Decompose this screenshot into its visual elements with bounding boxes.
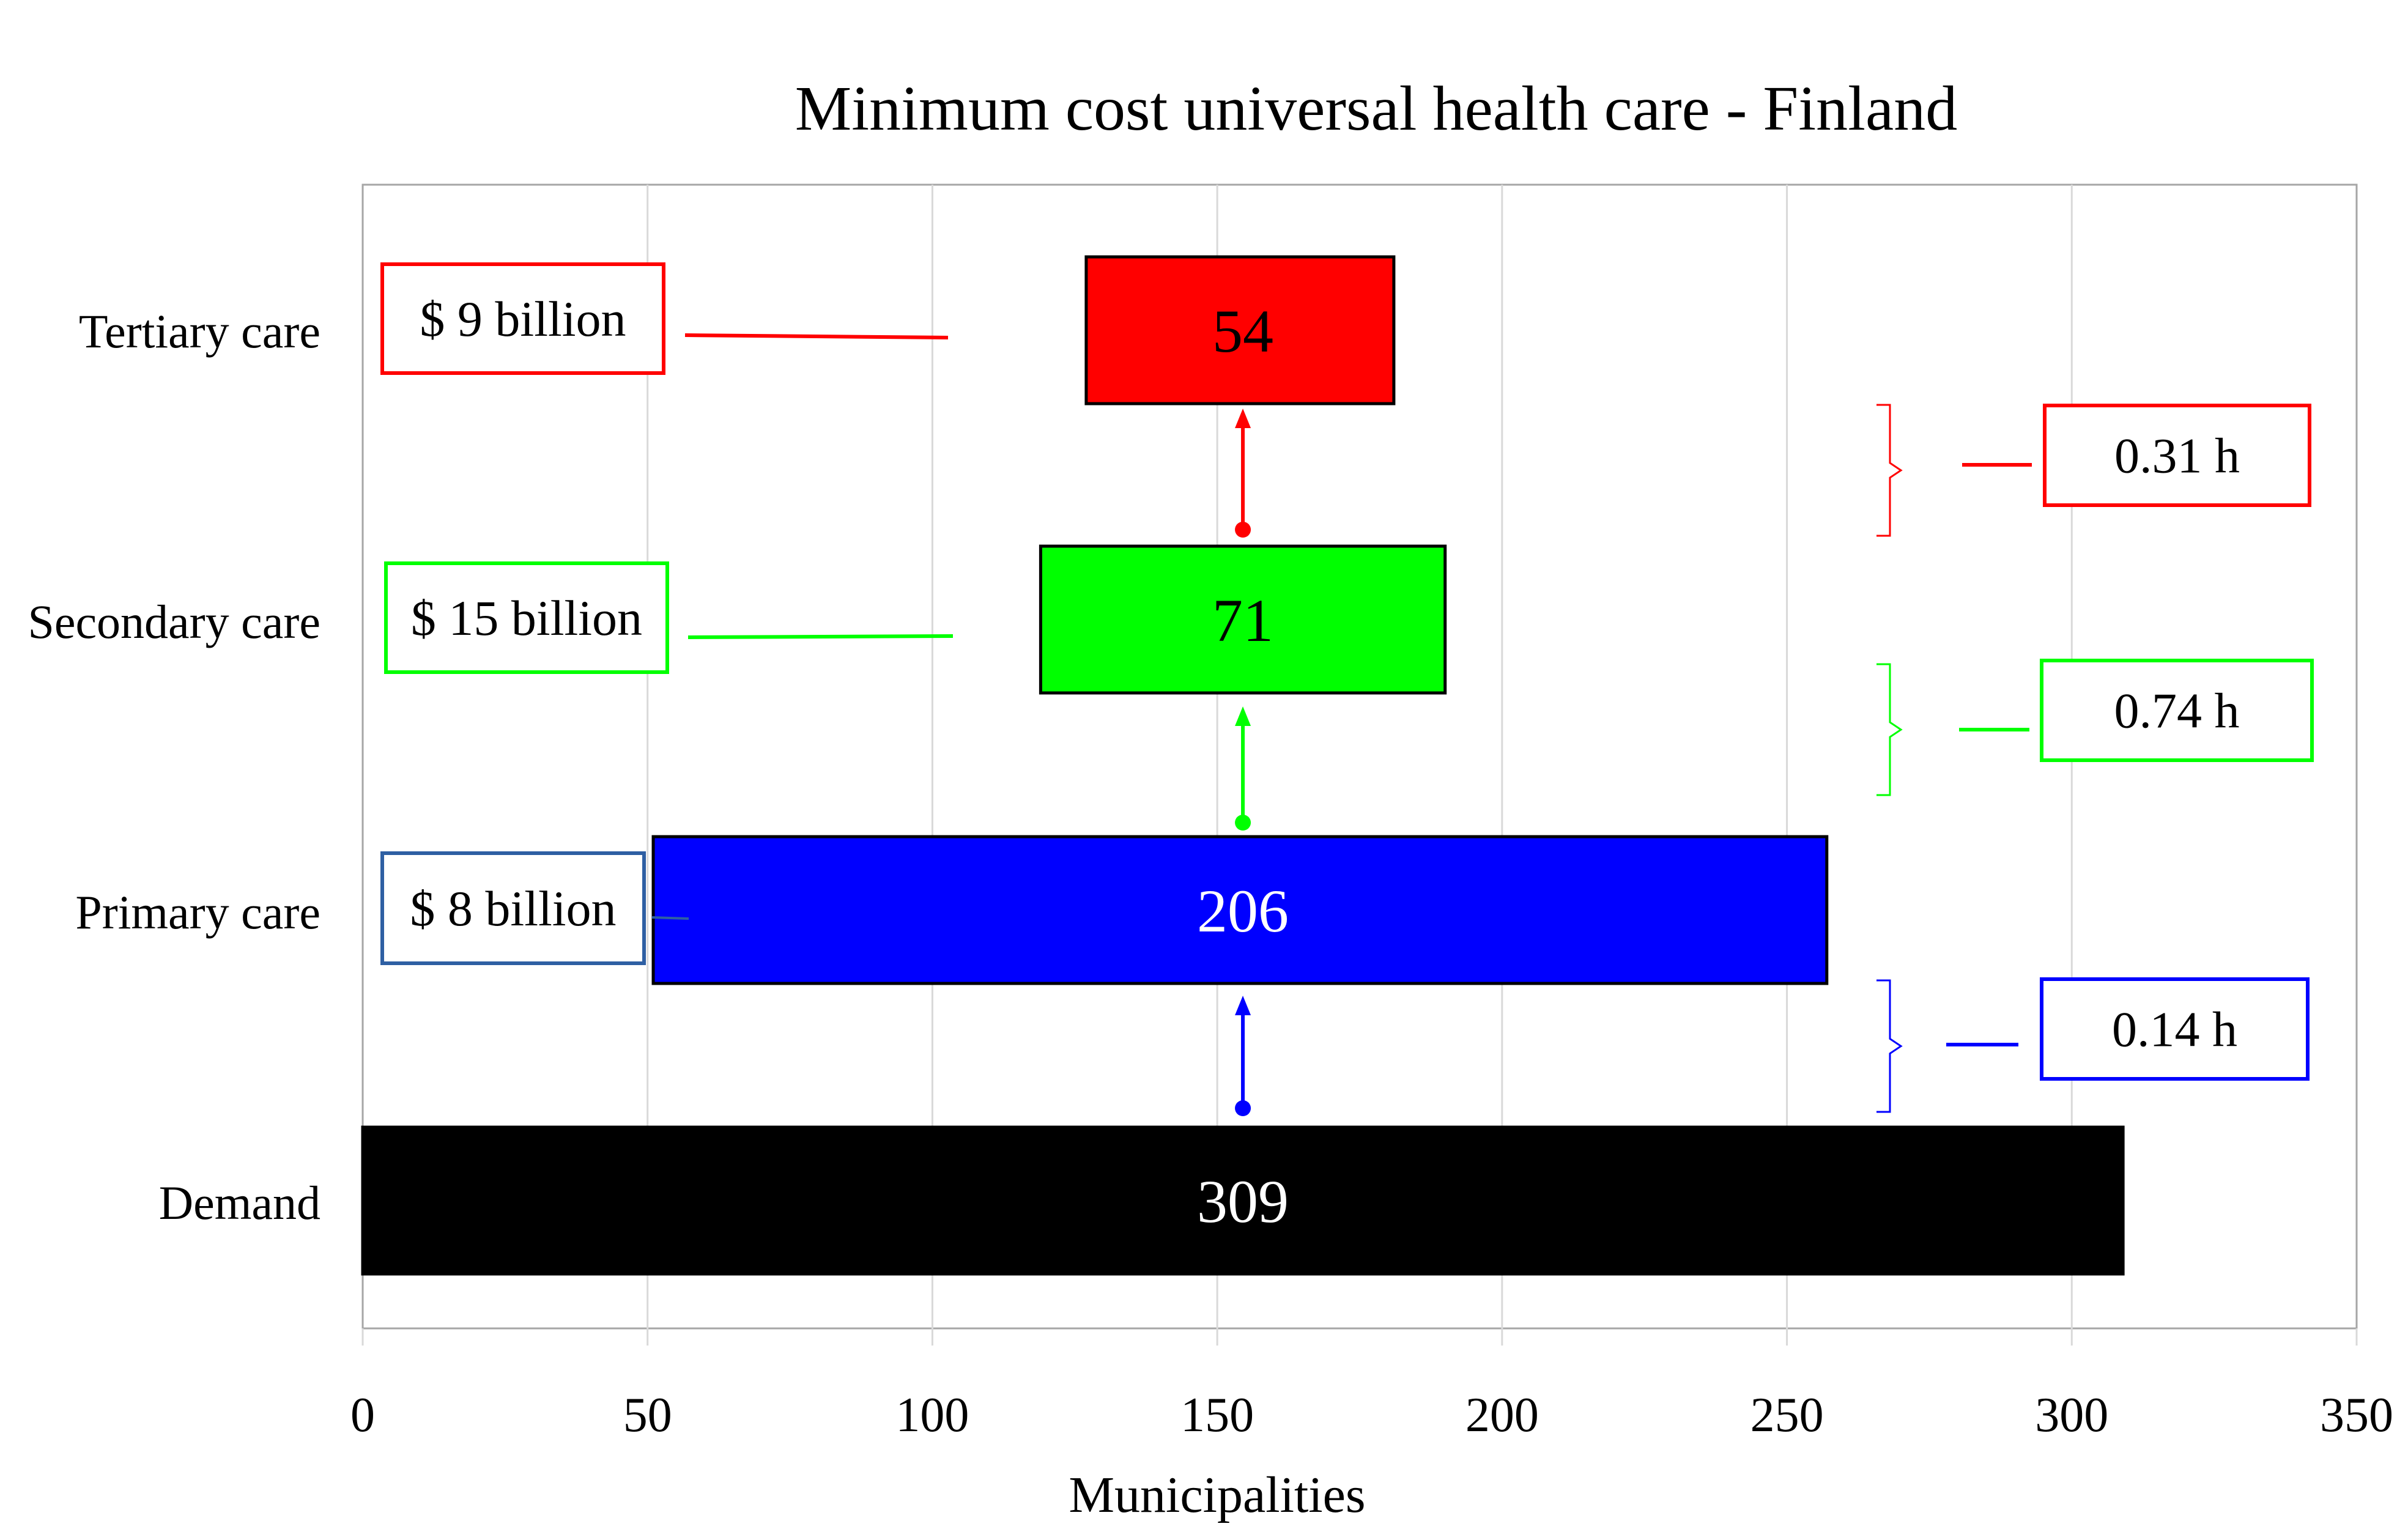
x-tick-label: 0 [350, 1388, 375, 1442]
time-brace [1876, 979, 1903, 1113]
x-tick-label: 250 [1750, 1388, 1824, 1442]
cost-connector-line [687, 634, 954, 639]
cost-label: $ 8 billion [410, 881, 616, 936]
time-box [2040, 977, 2310, 1081]
arrow-origin-dot [1235, 815, 1251, 831]
arrows [1235, 409, 1251, 1116]
time-annotations: 0.31 h 0.74 h 0.14 h [1876, 404, 2314, 1113]
time-brace [1876, 404, 1903, 537]
time-label: 0.74 h [2114, 683, 2240, 739]
time-box [2043, 404, 2311, 507]
bar-value-label: 71 [1212, 587, 1273, 654]
x-axis-ticks: 0 50 100 150 200 250 300 350 [350, 1388, 2393, 1442]
cost-label: $ 9 billion [420, 291, 626, 347]
time-box [2040, 659, 2314, 762]
arrow-head [1235, 706, 1251, 726]
x-axis-label: Municipalities [1069, 1467, 1365, 1523]
bars: 309 206 71 54 [361, 255, 2125, 1276]
cost-box [380, 851, 646, 965]
cost-label: $ 15 billion [411, 590, 642, 646]
x-tick-label: 300 [2035, 1388, 2108, 1442]
bar-value-label: 54 [1212, 297, 1273, 365]
chart-title: Minimum cost universal health care - Fin… [795, 73, 1957, 144]
time-label: 0.31 h [2114, 428, 2240, 484]
x-tick-label: 100 [895, 1388, 969, 1442]
cost-connector-line [684, 333, 949, 339]
bar-value-label: 206 [1197, 877, 1289, 945]
x-tick-label: 150 [1180, 1388, 1254, 1442]
x-tick-label: 50 [623, 1388, 672, 1442]
time-label: 0.14 h [2112, 1002, 2237, 1057]
plot-area [361, 183, 2358, 1330]
category-label: Secondary care [28, 595, 320, 648]
cost-annotations: $ 9 billion $ 15 billion $ 8 billion [380, 262, 954, 965]
bar-secondary-care [1039, 544, 1447, 695]
cost-box [384, 561, 669, 674]
arrow-head [1235, 409, 1251, 428]
bar-primary-care [651, 835, 1829, 985]
x-tick-label: 200 [1465, 1388, 1539, 1442]
x-tick-label: 350 [2320, 1388, 2393, 1442]
arrow-origin-dot [1235, 1100, 1251, 1116]
time-brace [1876, 663, 1903, 796]
arrow-head [1235, 996, 1251, 1015]
category-label: Tertiary care [79, 305, 320, 358]
cost-box [380, 262, 665, 375]
bar-demand [361, 1125, 2125, 1276]
cost-connector-line [651, 916, 689, 920]
category-label: Demand [159, 1176, 320, 1229]
category-labels: Demand Primary care Secondary care Tertiary… [28, 305, 320, 1229]
bar-value-label: 309 [1197, 1168, 1289, 1235]
category-label: Primary care [75, 886, 320, 939]
bar-tertiary-care [1084, 255, 1396, 405]
arrow-origin-dot [1235, 522, 1251, 538]
